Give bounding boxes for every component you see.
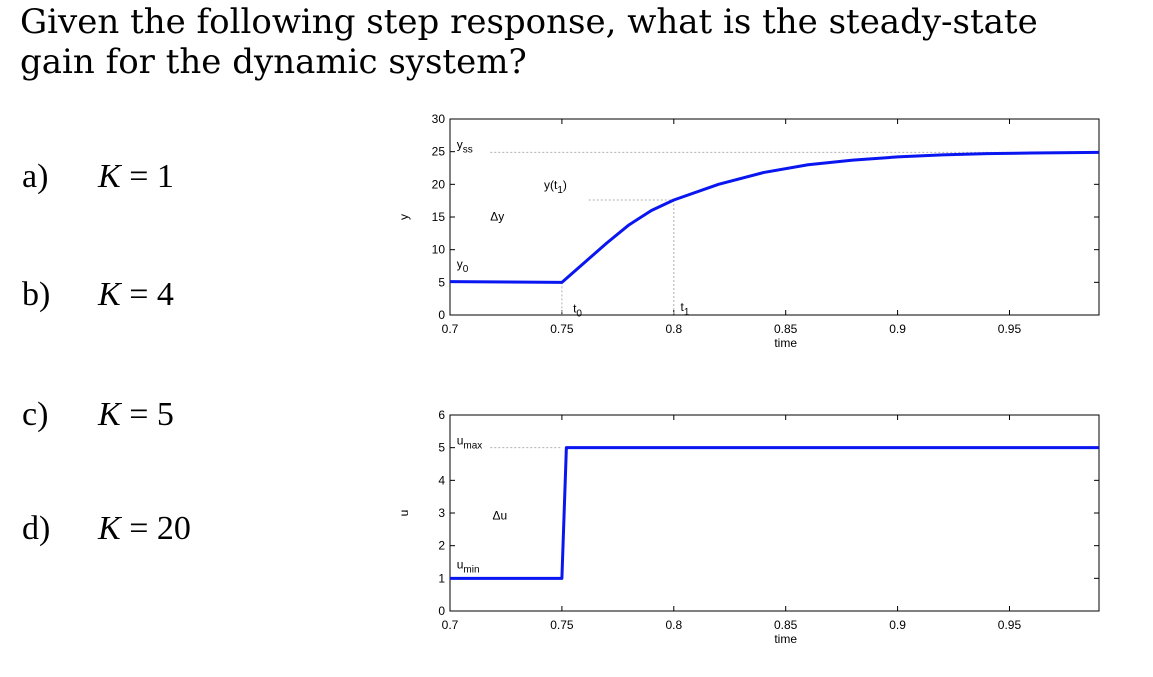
- annotation-label: t0: [573, 301, 582, 319]
- chart-1: 0.7 0.75 0.8 0.85 0.9 0.95 0 5 10 15 20 25 30 time y ys…: [397, 112, 1100, 350]
- option-variable: K: [98, 276, 121, 313]
- x-tick-label: 0.9: [889, 618, 906, 632]
- annotation-label: Δu: [493, 509, 508, 523]
- y-axis-label: u: [397, 510, 411, 517]
- option-value: = 1: [120, 158, 174, 195]
- x-tick-label: 0.75: [550, 322, 574, 336]
- annotation-label: umax: [457, 433, 483, 451]
- y-tick-label: 0: [438, 308, 445, 322]
- x-axis-label: time: [774, 336, 797, 350]
- chart-2: 0.7 0.75 0.8 0.85 0.9 0.95 0 1 2 3 4 5 6 time u umax Δu u…: [397, 408, 1100, 646]
- y-axis-label: y: [397, 214, 411, 220]
- x-axis-label: time: [774, 632, 797, 646]
- y-tick-label: 2: [438, 539, 445, 553]
- y-tick-label: 3: [438, 506, 445, 520]
- x-tick-label: 0.9: [889, 322, 906, 336]
- y-tick-label: 6: [438, 408, 445, 422]
- option-value: = 5: [120, 396, 174, 433]
- x-tick-label: 0.85: [774, 618, 798, 632]
- option-variable: K: [98, 158, 121, 195]
- x-tick-label: 0.8: [665, 618, 682, 632]
- question-text: Given the following step response, what …: [20, 2, 1038, 82]
- y-tick-label: 5: [438, 441, 445, 455]
- option-value: = 20: [120, 510, 191, 547]
- y-tick-label: 25: [432, 145, 446, 159]
- option-letter: d): [22, 510, 51, 547]
- option-a[interactable]: a) K = 1: [22, 158, 174, 196]
- option-value: = 4: [120, 276, 174, 313]
- option-b[interactable]: b) K = 4: [22, 276, 174, 314]
- y-tick-label: 30: [432, 112, 446, 126]
- series-line: [449, 150, 1100, 284]
- annotation-label: y(t1): [544, 178, 567, 196]
- y-tick-label: 10: [432, 243, 446, 257]
- y-tick-label: 1: [438, 571, 445, 585]
- y-tick-label: 20: [432, 177, 446, 191]
- option-variable: K: [98, 396, 121, 433]
- y-tick-label: 5: [438, 275, 445, 289]
- x-tick-label: 0.75: [550, 618, 574, 632]
- series-line: [450, 446, 1099, 580]
- y-tick-label: 4: [438, 473, 445, 487]
- annotation-label: t1: [681, 300, 690, 318]
- option-d[interactable]: d) K = 20: [22, 510, 191, 548]
- x-tick-label: 0.7: [442, 322, 459, 336]
- y-tick-label: 0: [438, 604, 445, 618]
- x-tick-label: 0.8: [665, 322, 682, 336]
- plot-frame: [449, 118, 1100, 316]
- option-letter: a): [22, 158, 49, 195]
- option-variable: K: [98, 510, 121, 547]
- x-tick-label: 0.85: [774, 322, 798, 336]
- annotation-label: umin: [457, 558, 480, 576]
- x-tick-label: 0.95: [998, 618, 1022, 632]
- x-tick-label: 0.7: [442, 618, 459, 632]
- plot-frame: [449, 414, 1100, 612]
- option-c[interactable]: c) K = 5: [22, 396, 174, 434]
- x-tick-label: 0.95: [998, 322, 1022, 336]
- annotation-label: Δy: [490, 209, 504, 223]
- option-letter: b): [22, 276, 51, 313]
- y-tick-label: 15: [432, 210, 446, 224]
- annotation-label: y0: [457, 257, 469, 275]
- annotation-label: yss: [457, 137, 473, 155]
- option-letter: c): [22, 396, 49, 433]
